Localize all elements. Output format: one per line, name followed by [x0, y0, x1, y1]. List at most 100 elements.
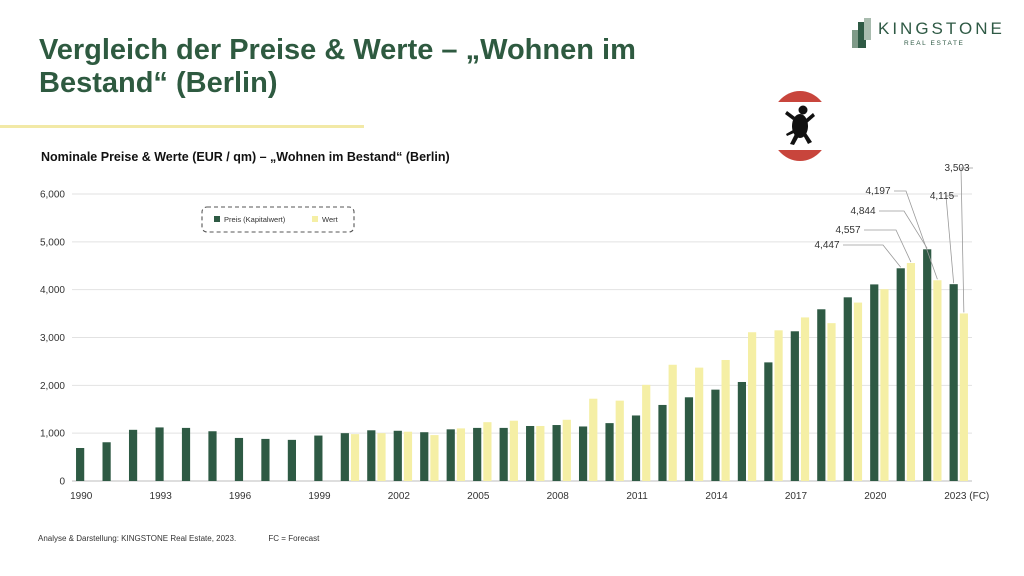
x-tick-label: 2017: [785, 491, 808, 502]
bar-wert: [562, 419, 571, 481]
bar-preis: [684, 397, 694, 481]
x-tick-label: 2005: [467, 491, 490, 502]
bar-preis: [261, 438, 270, 481]
bar-preis: [552, 425, 561, 481]
legend-swatch-wert: [312, 216, 318, 222]
y-tick-label: 4,000: [40, 285, 65, 296]
bar-preis: [578, 426, 588, 481]
data-labels: 4,447 4,557 4,844 4,197 4,115 3,503: [814, 163, 973, 313]
y-tick-label: 0: [59, 477, 65, 488]
bar-wert: [906, 263, 916, 481]
bar-preis: [658, 404, 667, 481]
berlin-bear-icon: [770, 91, 830, 161]
callout-line: [960, 167, 973, 313]
bar-preis: [340, 433, 349, 481]
bar-wert: [774, 330, 783, 481]
x-tick-label: 2014: [705, 491, 728, 502]
kingstone-logo-icon: [852, 18, 871, 48]
bar-preis: [314, 435, 323, 481]
bar-wert: [456, 428, 466, 481]
legend-label-preis: Preis (Kapitalwert): [224, 215, 286, 224]
data-label: 4,447: [814, 240, 839, 251]
callout-line: [945, 195, 958, 284]
bar-wert: [483, 422, 492, 481]
bar-preis: [181, 427, 191, 481]
chart-title: Nominale Preise & Werte (EUR / qm) – „Wo…: [41, 150, 450, 164]
bar-preis: [711, 389, 720, 481]
bar-wert: [642, 384, 651, 481]
bar-wert: [853, 302, 863, 481]
chart-grid: [72, 193, 972, 482]
bar-wert: [959, 313, 968, 481]
bar-preis: [446, 429, 455, 481]
logo-subline: REAL ESTATE: [904, 40, 965, 47]
bar-wert: [377, 433, 386, 481]
callout-line: [894, 190, 938, 280]
y-tick-label: 5,000: [40, 237, 65, 248]
data-label: 4,557: [835, 225, 860, 236]
kingstone-logo: KINGSTONE REAL ESTATE: [852, 18, 1002, 52]
bar-preis: [76, 447, 85, 481]
bar-preis: [631, 415, 641, 481]
bar-wert: [615, 400, 624, 481]
y-tick-label: 2,000: [40, 381, 65, 392]
title-accent-rule: [0, 125, 364, 128]
bar-preis: [870, 284, 879, 481]
legend-label-wert: Wert: [322, 215, 339, 224]
source-note: Analyse & Darstellung: KINGSTONE Real Es…: [38, 534, 237, 543]
bar-wert: [430, 435, 439, 481]
y-tick-label: 3,000: [40, 333, 65, 344]
y-tick-label: 6,000: [40, 190, 65, 201]
data-label: 4,115: [930, 191, 955, 202]
bar-wert: [933, 280, 942, 481]
bar-preis: [208, 431, 217, 481]
x-tick-label: 2008: [547, 491, 570, 502]
y-axis-ticks: 0 1,000 2,000 3,000 4,000 5,000 6,000: [40, 190, 65, 488]
x-tick-label: 1990: [70, 491, 93, 502]
x-tick-label: 2020: [864, 491, 887, 502]
bar-chart: 0 1,000 2,000 3,000 4,000 5,000 6,000 1990 1993…: [40, 163, 989, 502]
bar-wert: [509, 420, 518, 481]
bar-wert: [668, 364, 677, 481]
page-title: Vergleich der Preise & Werte – „Wohnen i…: [39, 34, 636, 99]
data-label: 3,503: [944, 163, 969, 174]
bar-preis: [155, 427, 164, 481]
data-label: 4,844: [850, 206, 875, 217]
bar-preis: [420, 432, 429, 481]
chart-bars: [76, 249, 968, 481]
bar-wert: [695, 367, 704, 481]
x-tick-label: 1996: [229, 491, 252, 502]
bar-preis: [526, 425, 535, 481]
x-tick-label: 2002: [388, 491, 411, 502]
bar-wert: [536, 425, 545, 481]
chart-legend: Preis (Kapitalwert) Wert: [201, 206, 355, 233]
bar-preis: [234, 437, 244, 481]
bar-wert: [880, 289, 889, 481]
bar-preis: [499, 427, 508, 481]
bar-wert: [589, 398, 598, 481]
bar-preis: [128, 429, 138, 481]
bar-preis: [102, 442, 111, 481]
legend-swatch-preis: [214, 216, 220, 222]
x-tick-label: 1999: [308, 491, 331, 502]
bar-preis: [367, 430, 376, 481]
bar-wert: [800, 317, 810, 481]
legend-box: [201, 206, 355, 233]
bar-preis: [790, 331, 799, 481]
bar-preis: [605, 423, 614, 481]
bar-wert: [350, 434, 360, 481]
bar-preis: [843, 297, 852, 481]
x-axis-ticks: 1990 1993 1996 1999 2002 2005 2008 2011 2014 2017…: [70, 491, 989, 502]
y-tick-label: 1,000: [40, 429, 65, 440]
bar-preis: [287, 439, 296, 481]
bar-preis: [896, 268, 905, 481]
bar-wert: [403, 431, 413, 481]
bar-preis: [393, 430, 402, 481]
x-tick-label: 1993: [150, 491, 173, 502]
callout-line: [879, 210, 928, 249]
footer: Analyse & Darstellung: KINGSTONE Real Es…: [38, 534, 349, 543]
bar-preis: [817, 309, 826, 481]
callout-line: [843, 244, 902, 268]
forecast-note: FC = Forecast: [268, 534, 320, 543]
bar-preis: [949, 284, 958, 481]
